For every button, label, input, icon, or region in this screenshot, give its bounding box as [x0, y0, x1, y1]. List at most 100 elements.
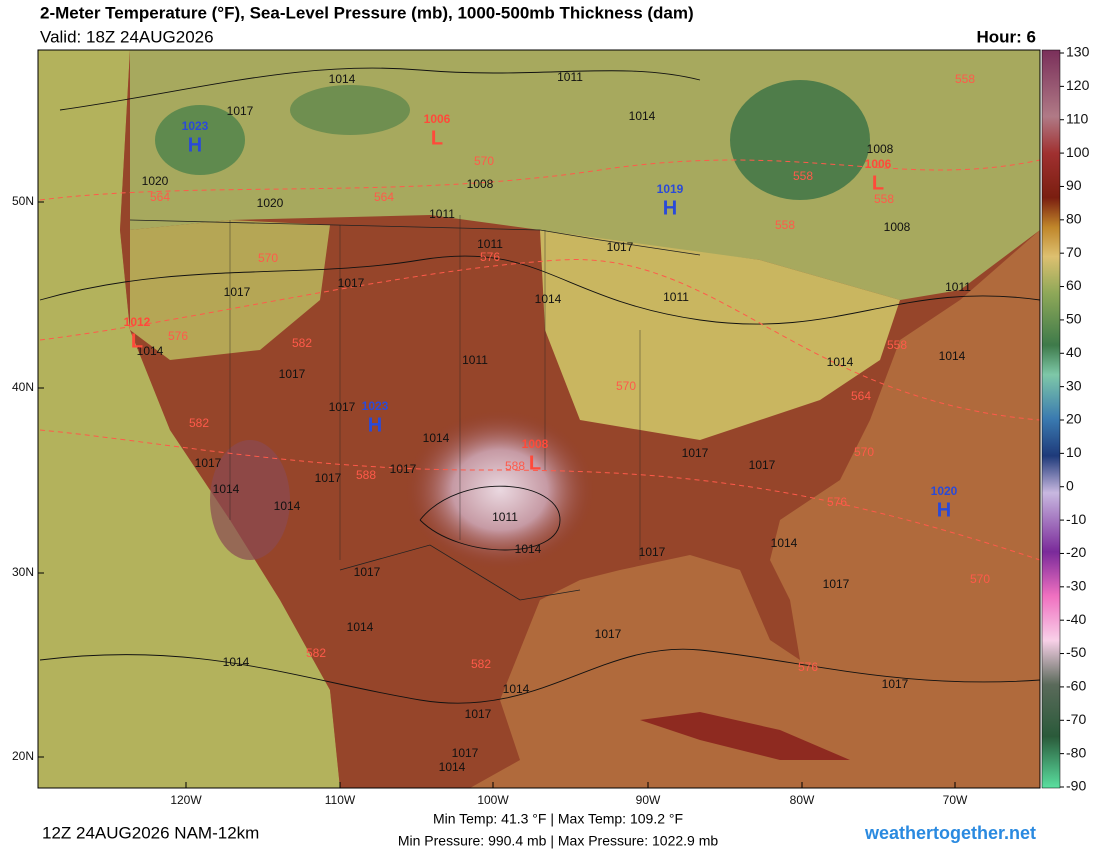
isobar-label: 1017 — [882, 677, 909, 691]
isobars — [39, 67, 1040, 704]
center-letter: L — [431, 127, 443, 149]
forest — [290, 85, 410, 135]
isobar-label: 1014 — [347, 620, 374, 634]
thickness-label: 582 — [471, 657, 491, 671]
isobar-label: 1014 — [515, 542, 542, 556]
thickness-label: 576 — [827, 495, 847, 509]
isobar-label: 1011 — [945, 280, 971, 294]
isobar-label: 1011 — [492, 510, 518, 524]
center-pressure: 1023 — [182, 119, 209, 133]
isobar-label: 1020 — [257, 196, 284, 210]
isobar-label: 1017 — [329, 400, 356, 414]
isobar-label: 1014 — [137, 344, 164, 358]
isobar-label: 1008 — [884, 220, 911, 234]
isobar-label: 1017 — [607, 240, 634, 254]
isobar-label: 1011 — [477, 237, 503, 251]
isobar-label: 1014 — [274, 499, 301, 513]
colorbar-tick-label: 80 — [1066, 211, 1082, 227]
lat-label: 30N — [12, 565, 34, 579]
isobar-label: 1017 — [279, 367, 306, 381]
isobar-label: 1011 — [663, 290, 689, 304]
thickness-label: 570 — [258, 251, 278, 265]
lon-label: 90W — [636, 793, 661, 807]
isobar-label: 1014 — [503, 682, 530, 696]
thickness-label: 564 — [851, 389, 871, 403]
colorbar-ticks: 1301201101009080706050403020100-10-20-30… — [1060, 44, 1090, 794]
center-letter: H — [368, 414, 382, 436]
thickness-label: 576 — [168, 329, 188, 343]
isobar-label: 1017 — [639, 545, 666, 559]
lon-label: 100W — [477, 793, 509, 807]
thickness-label: 564 — [150, 190, 170, 204]
center-pressure: 1012 — [124, 315, 151, 329]
isobar-label: 1011 — [557, 70, 583, 84]
isobar-label: 1017 — [354, 565, 381, 579]
map-frame — [37, 49, 1041, 789]
thickness-label: 558 — [874, 192, 894, 206]
colorbar-tick-label: -70 — [1066, 711, 1086, 727]
center-letter: L — [529, 452, 541, 474]
isobar-label: 1014 — [329, 72, 356, 86]
colorbar-tick-label: 130 — [1066, 44, 1090, 60]
thickness-label: 576 — [480, 250, 500, 264]
thickness-label: 570 — [474, 154, 494, 168]
isobar-label: 1020 — [142, 174, 169, 188]
isobar-label: 1017 — [390, 462, 417, 476]
isobar-label: 1017 — [315, 471, 342, 485]
isobar-label: 1017 — [823, 577, 850, 591]
temp-range: Min Temp: 41.3 °F | Max Temp: 109.2 °F — [433, 811, 683, 827]
colorbar — [1041, 49, 1061, 789]
valid-time: Valid: 18Z 24AUG2026 — [40, 27, 214, 46]
axes: 50N 40N 30N 20N 120W 110W 100W 90W 80W 70W — [12, 194, 968, 807]
isobar-label: 1017 — [338, 276, 365, 290]
colorbar-tick-label: -90 — [1066, 778, 1086, 794]
isobar-label: 1017 — [465, 707, 492, 721]
pacific — [38, 50, 340, 788]
isobar-label: 1008 — [867, 142, 894, 156]
thickness-label: 576 — [798, 660, 818, 674]
center-letter: H — [663, 197, 677, 219]
thickness-label: 558 — [793, 169, 813, 183]
isobar-label: 1014 — [629, 109, 656, 123]
center-pressure: 1020 — [931, 484, 958, 498]
center-pressure: 1019 — [657, 182, 684, 196]
center-pressure: 1008 — [522, 437, 549, 451]
lat-label: 40N — [12, 380, 34, 394]
center-pressure: 1006 — [865, 157, 892, 171]
colorbar-tick-label: 30 — [1066, 377, 1082, 393]
thickness-lines — [39, 159, 1040, 561]
lon-label: 110W — [325, 793, 356, 807]
borders — [129, 215, 701, 601]
isobar-label: 1014 — [535, 292, 562, 306]
center-letter: L — [872, 172, 884, 194]
colorbar-tick-label: -50 — [1066, 644, 1086, 660]
isobar-label: 1017 — [682, 446, 709, 460]
isobar-label: 1017 — [595, 627, 622, 641]
colorbar-tick-label: 60 — [1066, 277, 1082, 293]
isobar-label: 1017 — [224, 285, 251, 299]
forecast-hour: Hour: 6 — [977, 27, 1037, 46]
thickness-label: 570 — [970, 572, 990, 586]
colorbar-tick-label: 10 — [1066, 444, 1082, 460]
cuba — [640, 712, 850, 760]
thickness-label: 588 — [356, 468, 376, 482]
isobar-label: 1017 — [749, 458, 776, 472]
isobar-label: 1017 — [195, 456, 222, 470]
lon-label: 80W — [790, 793, 815, 807]
map-labels: 1014 1011 1017 1014 1008 1020 1020 1008 1011 1008… — [124, 70, 991, 774]
colorbar-tick-label: -30 — [1066, 578, 1086, 594]
thickness-label: 588 — [505, 459, 525, 473]
isobar-label: 1008 — [467, 177, 494, 191]
center-letter: L — [131, 330, 143, 352]
colorbar-tick-label: -40 — [1066, 611, 1086, 627]
isobar-label: 1011 — [429, 207, 455, 221]
site-name: weathertogether.net — [864, 823, 1036, 843]
forest — [730, 80, 870, 200]
colorbar-tick-label: 110 — [1066, 110, 1089, 126]
lat-label: 20N — [12, 749, 34, 763]
isobar-label: 1014 — [223, 655, 250, 669]
colorbar-tick-label: 20 — [1066, 411, 1082, 427]
forest — [155, 105, 245, 175]
pressure-range: Min Pressure: 990.4 mb | Max Pressure: 1… — [398, 833, 719, 849]
